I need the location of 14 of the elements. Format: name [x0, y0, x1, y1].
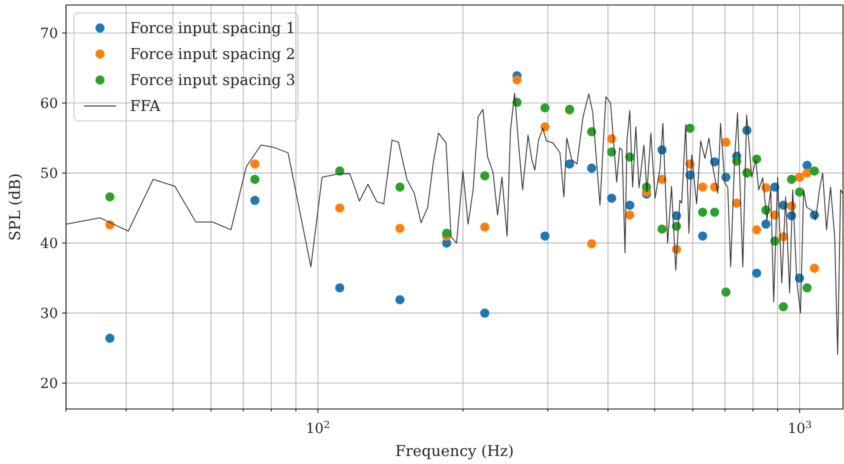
y-tick-label: 40 — [40, 236, 58, 252]
x-axis-title: Frequency (Hz) — [395, 442, 514, 460]
legend-label: FFA — [130, 97, 161, 115]
y-axis-title: SPL (dB) — [6, 173, 24, 241]
legend-label: Force input spacing 2 — [130, 45, 296, 63]
legend-label: Force input spacing 3 — [130, 71, 296, 89]
x-tick-label: 10$^{3}$ — [788, 420, 812, 437]
y-tick-label: 20 — [40, 376, 58, 392]
legend-label: Force input spacing 1 — [130, 19, 296, 37]
y-tick-label: 50 — [40, 166, 58, 182]
y-tick-label: 70 — [40, 26, 58, 42]
x-tick-label: 10$^{2}$ — [306, 420, 330, 437]
y-tick-label: 30 — [40, 306, 58, 322]
y-tick-label: 60 — [40, 96, 58, 112]
